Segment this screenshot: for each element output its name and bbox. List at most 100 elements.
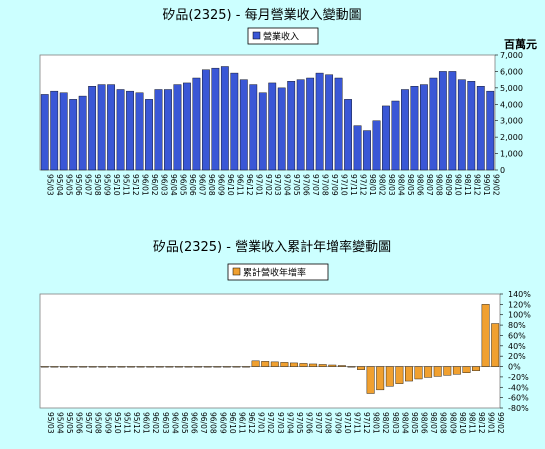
data-bar: [290, 362, 298, 367]
x-tick-label: 95/05: [65, 174, 74, 196]
data-bar: [452, 366, 461, 375]
data-bar: [127, 366, 135, 368]
data-bar: [424, 366, 433, 378]
data-bar: [50, 366, 59, 368]
data-bar: [309, 363, 318, 367]
x-tick-label: 97/11: [352, 412, 361, 434]
x-tick-label: 95/03: [46, 412, 55, 434]
x-tick-label: 98/07: [429, 412, 438, 434]
data-bar: [211, 67, 220, 171]
x-tick-label: 98/05: [410, 412, 419, 434]
data-bar: [334, 77, 343, 171]
x-tick-label: 97/03: [276, 412, 285, 434]
data-bar: [328, 364, 337, 367]
x-tick-label: 96/02: [151, 412, 160, 434]
data-bar: [173, 84, 182, 171]
legend-label: 累計營收年增率: [243, 267, 306, 279]
data-bar: [60, 366, 68, 368]
y-tick-label: -40%: [508, 383, 529, 392]
data-bar: [146, 366, 155, 368]
y-tick-label: 6,000: [500, 67, 523, 76]
data-bar: [242, 366, 250, 368]
x-tick-label: 98/11: [463, 174, 472, 196]
data-bar: [69, 99, 78, 171]
data-bar: [270, 361, 279, 367]
data-bar: [347, 366, 356, 368]
data-bar: [239, 79, 248, 171]
y-tick-label: 40%: [508, 342, 526, 351]
y-tick-label: 20%: [508, 352, 526, 361]
plot-area: [39, 54, 496, 171]
x-tick-label: 97/01: [257, 412, 266, 434]
x-tick-label: 98/10: [453, 174, 462, 196]
x-tick-label: 96/08: [209, 412, 218, 434]
data-bar: [116, 89, 125, 171]
y-tick-label: 2,000: [500, 133, 523, 142]
data-bar: [280, 362, 289, 367]
unit-label: 百萬元: [504, 37, 537, 51]
x-tick-label: 96/07: [197, 174, 206, 196]
data-bar: [40, 366, 49, 368]
x-tick-label: 99/02: [491, 174, 500, 196]
x-tick-label: 96/07: [199, 412, 208, 434]
data-bar: [457, 79, 466, 171]
y-tick-label: 0%: [508, 363, 521, 372]
legend: 營業收入: [247, 27, 319, 45]
plot-area: [39, 293, 501, 409]
data-bar: [448, 71, 457, 171]
x-tick-label: 96/04: [169, 174, 178, 196]
x-tick-label: 96/03: [159, 174, 168, 196]
data-bar: [184, 366, 193, 368]
x-tick-label: 98/06: [420, 412, 429, 434]
data-bar: [401, 89, 409, 171]
data-bar: [385, 366, 394, 387]
y-tick-label: -20%: [508, 373, 529, 382]
x-tick-label: 97/12: [362, 412, 371, 434]
x-tick-label: 97/08: [324, 412, 333, 434]
data-bar: [88, 86, 97, 171]
data-bar: [222, 366, 231, 368]
x-tick-label: 96/02: [150, 174, 159, 196]
x-tick-label: 99/01: [487, 412, 496, 434]
x-tick-label: 97/03: [273, 174, 282, 196]
data-bar: [299, 363, 308, 367]
x-tick-label: 95/07: [84, 412, 93, 434]
x-tick-label: 96/10: [228, 412, 237, 434]
x-tick-label: 97/01: [254, 174, 263, 196]
x-tick-label: 97/02: [266, 412, 275, 434]
x-tick-label: 95/05: [65, 412, 74, 434]
data-bar: [395, 366, 404, 384]
data-bar: [203, 366, 212, 368]
x-tick-label: 98/09: [448, 412, 457, 434]
x-tick-label: 99/01: [482, 174, 491, 196]
x-tick-label: 95/04: [55, 412, 64, 434]
data-bar: [472, 366, 480, 371]
data-bar: [353, 125, 362, 171]
data-bar: [438, 71, 447, 171]
data-bar: [97, 84, 106, 171]
data-bar: [268, 82, 277, 171]
data-bar: [429, 77, 438, 171]
data-bar: [405, 366, 413, 382]
data-bar: [443, 366, 452, 376]
y-tick-label: 140%: [508, 290, 531, 299]
chart-title: 矽品(2325) - 每月營業收入變動圖: [162, 7, 361, 23]
data-bar: [154, 89, 163, 171]
data-bar: [414, 366, 423, 380]
legend-box: [247, 27, 319, 45]
y-tick-label: 60%: [508, 331, 526, 340]
data-bar: [261, 361, 270, 367]
data-bar: [69, 366, 78, 368]
data-bar: [155, 366, 164, 368]
data-bar: [382, 105, 390, 171]
x-tick-label: 97/07: [314, 412, 323, 434]
x-tick-label: 97/11: [349, 174, 358, 196]
y-tick-label: 0: [500, 166, 505, 175]
data-bar: [337, 365, 346, 367]
y-tick-label: 120%: [508, 300, 531, 309]
x-tick-label: 96/09: [218, 412, 227, 434]
x-tick-label: 95/12: [131, 174, 140, 196]
x-tick-label: 98/05: [406, 174, 415, 196]
